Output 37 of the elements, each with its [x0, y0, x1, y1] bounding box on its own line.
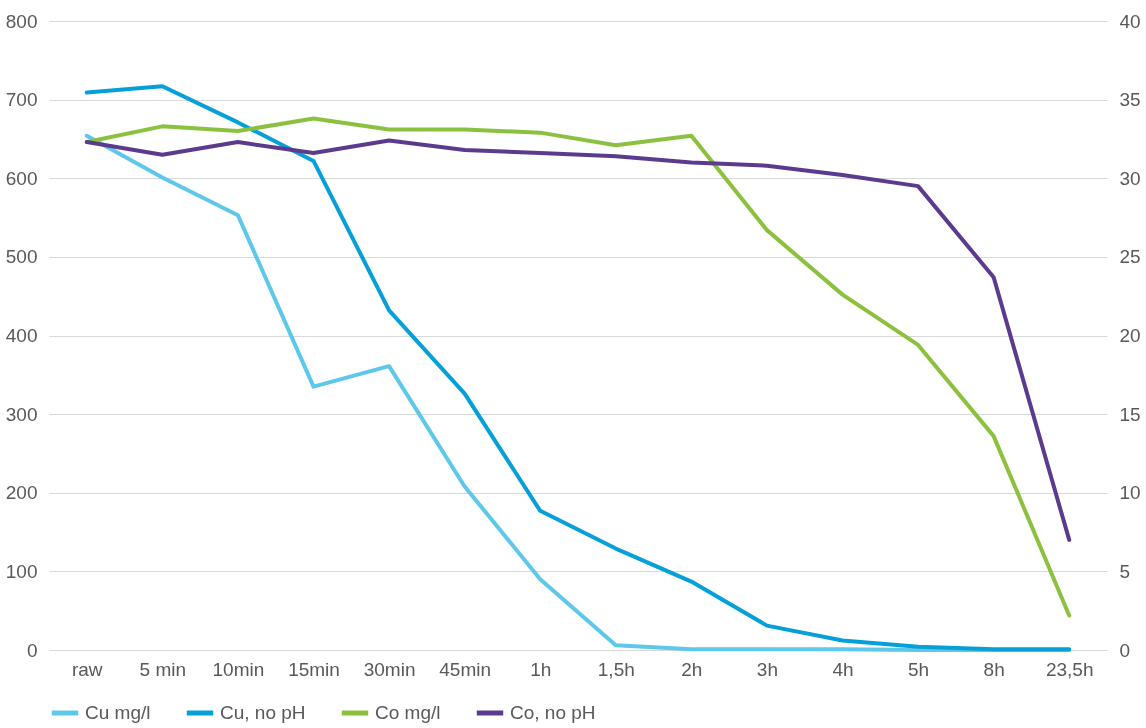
y-tick-label: 300: [5, 403, 38, 425]
legend-label: Co mg/l: [375, 702, 441, 723]
x-tick-label: 4h: [832, 658, 854, 680]
x-tick-label: 2h: [681, 658, 703, 680]
legend-label: Cu, no pH: [220, 702, 306, 723]
y2-tick-label: 35: [1119, 89, 1141, 111]
y-tick-label: 400: [5, 325, 38, 346]
x-tick-label: 45min: [439, 658, 492, 680]
y2-tick-label: 40: [1119, 10, 1141, 32]
x-tick-label: 30min: [363, 658, 416, 680]
x-tick-label: 1h: [530, 658, 552, 680]
x-tick-label: 10min: [212, 658, 265, 680]
x-tick-label: raw: [71, 658, 103, 680]
x-tick-label: 1,5h: [597, 658, 635, 680]
y-tick-label: 0: [26, 639, 38, 661]
x-tick-label: 5 min: [139, 658, 187, 680]
x-tick-label: 5h: [908, 658, 930, 680]
x-tick-label: 8h: [983, 658, 1005, 680]
y-tick-label: 200: [5, 482, 38, 504]
y-tick-label: 100: [5, 560, 38, 582]
y-tick-label: 600: [5, 167, 38, 189]
y-tick-label: 500: [5, 246, 38, 268]
y-tick-label: 800: [5, 10, 38, 32]
y2-tick-label: 10: [1119, 482, 1141, 504]
x-tick-label: 23,5h: [1045, 658, 1094, 680]
y2-tick-label: 25: [1119, 246, 1141, 268]
y2-tick-label: 15: [1119, 403, 1141, 425]
y-tick-label: 700: [5, 89, 38, 111]
x-tick-label: 15min: [288, 658, 340, 680]
y2-tick-label: 0: [1119, 639, 1131, 661]
line-series: [84, 138, 1072, 542]
legend-label: Cu mg/l: [85, 702, 151, 723]
legend-label: Co, no pH: [510, 702, 596, 723]
y2-tick-label: 20: [1119, 325, 1141, 346]
y2-tick-label: 30: [1119, 167, 1141, 189]
x-tick-label: 3h: [756, 658, 778, 680]
y2-tick-label: 5: [1119, 560, 1131, 582]
